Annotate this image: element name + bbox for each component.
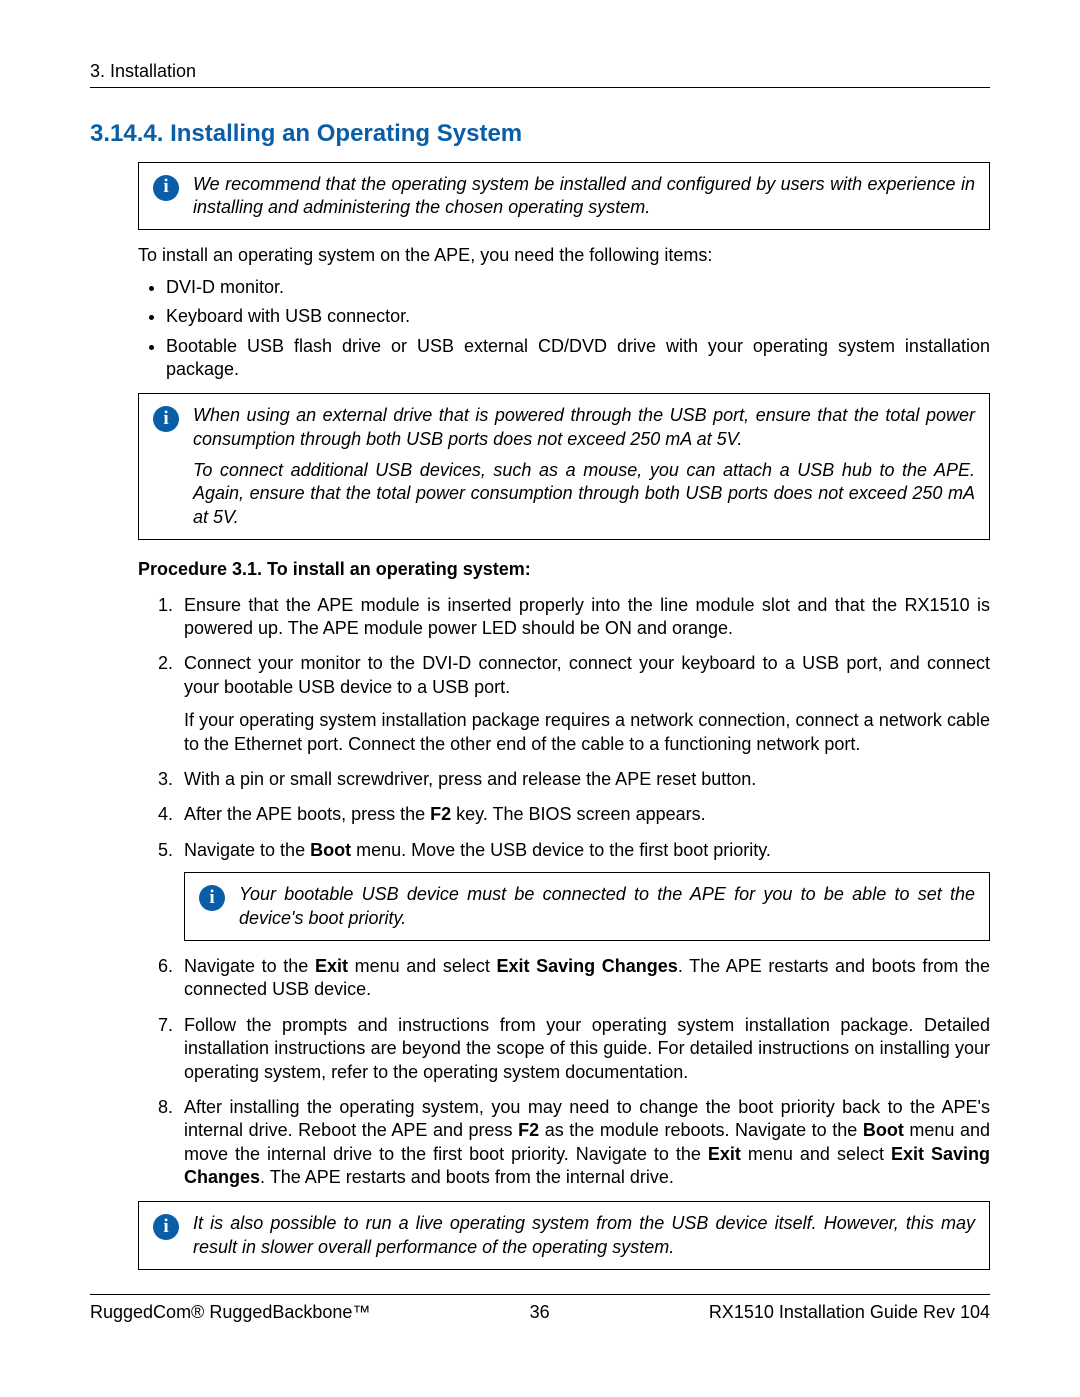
note-text: We recommend that the operating system b…	[193, 173, 975, 220]
step-1: Ensure that the APE module is inserted p…	[178, 594, 990, 641]
note-text: It is also possible to run a live operat…	[193, 1212, 975, 1259]
step-2: Connect your monitor to the DVI-D connec…	[178, 652, 990, 756]
step-3: With a pin or small screwdriver, press a…	[178, 768, 990, 791]
note-paragraph: When using an external drive that is pow…	[193, 404, 975, 451]
footer-page-number: 36	[530, 1301, 550, 1324]
step-text: With a pin or small screwdriver, press a…	[184, 768, 990, 791]
step-text: Navigate to the Exit menu and select Exi…	[184, 955, 990, 1002]
note-paragraph: To connect additional USB devices, such …	[193, 459, 975, 529]
info-icon: i	[153, 1214, 179, 1240]
page-header: 3. Installation	[90, 60, 990, 88]
step-text: Ensure that the APE module is inserted p…	[184, 594, 990, 641]
list-item: Keyboard with USB connector.	[166, 305, 990, 328]
requirements-list: DVI-D monitor. Keyboard with USB connect…	[138, 276, 990, 382]
note-recommend: i We recommend that the operating system…	[138, 162, 990, 231]
footer-left: RuggedCom® RuggedBackbone™	[90, 1301, 370, 1324]
note-power: i When using an external drive that is p…	[138, 393, 990, 540]
step-text: After the APE boots, press the F2 key. T…	[184, 803, 990, 826]
note-text: When using an external drive that is pow…	[193, 404, 975, 529]
content-body: i We recommend that the operating system…	[138, 162, 990, 1271]
list-item: Bootable USB flash drive or USB external…	[166, 335, 990, 382]
step-5: Navigate to the Boot menu. Move the USB …	[178, 839, 990, 941]
intro-text: To install an operating system on the AP…	[138, 244, 990, 267]
step-text: Connect your monitor to the DVI-D connec…	[184, 652, 990, 699]
step-8: After installing the operating system, y…	[178, 1096, 990, 1190]
step-text: After installing the operating system, y…	[184, 1096, 990, 1190]
step-text: Follow the prompts and instructions from…	[184, 1014, 990, 1084]
note-boot-priority: i Your bootable USB device must be conne…	[184, 872, 990, 941]
step-text: If your operating system installation pa…	[184, 709, 990, 756]
info-icon: i	[199, 885, 225, 911]
list-item: DVI-D monitor.	[166, 276, 990, 299]
step-6: Navigate to the Exit menu and select Exi…	[178, 955, 990, 1002]
procedure-title: Procedure 3.1. To install an operating s…	[138, 558, 990, 581]
procedure-steps: Ensure that the APE module is inserted p…	[138, 594, 990, 1190]
note-live-os: i It is also possible to run a live oper…	[138, 1201, 990, 1270]
note-text: Your bootable USB device must be connect…	[239, 883, 975, 930]
breadcrumb: 3. Installation	[90, 61, 196, 81]
section-heading: 3.14.4. Installing an Operating System	[90, 118, 990, 149]
info-icon: i	[153, 406, 179, 432]
page-footer: RuggedCom® RuggedBackbone™ 36 RX1510 Ins…	[90, 1294, 990, 1324]
step-text: Navigate to the Boot menu. Move the USB …	[184, 839, 990, 862]
step-4: After the APE boots, press the F2 key. T…	[178, 803, 990, 826]
footer-right: RX1510 Installation Guide Rev 104	[709, 1301, 990, 1324]
info-icon: i	[153, 175, 179, 201]
step-7: Follow the prompts and instructions from…	[178, 1014, 990, 1084]
